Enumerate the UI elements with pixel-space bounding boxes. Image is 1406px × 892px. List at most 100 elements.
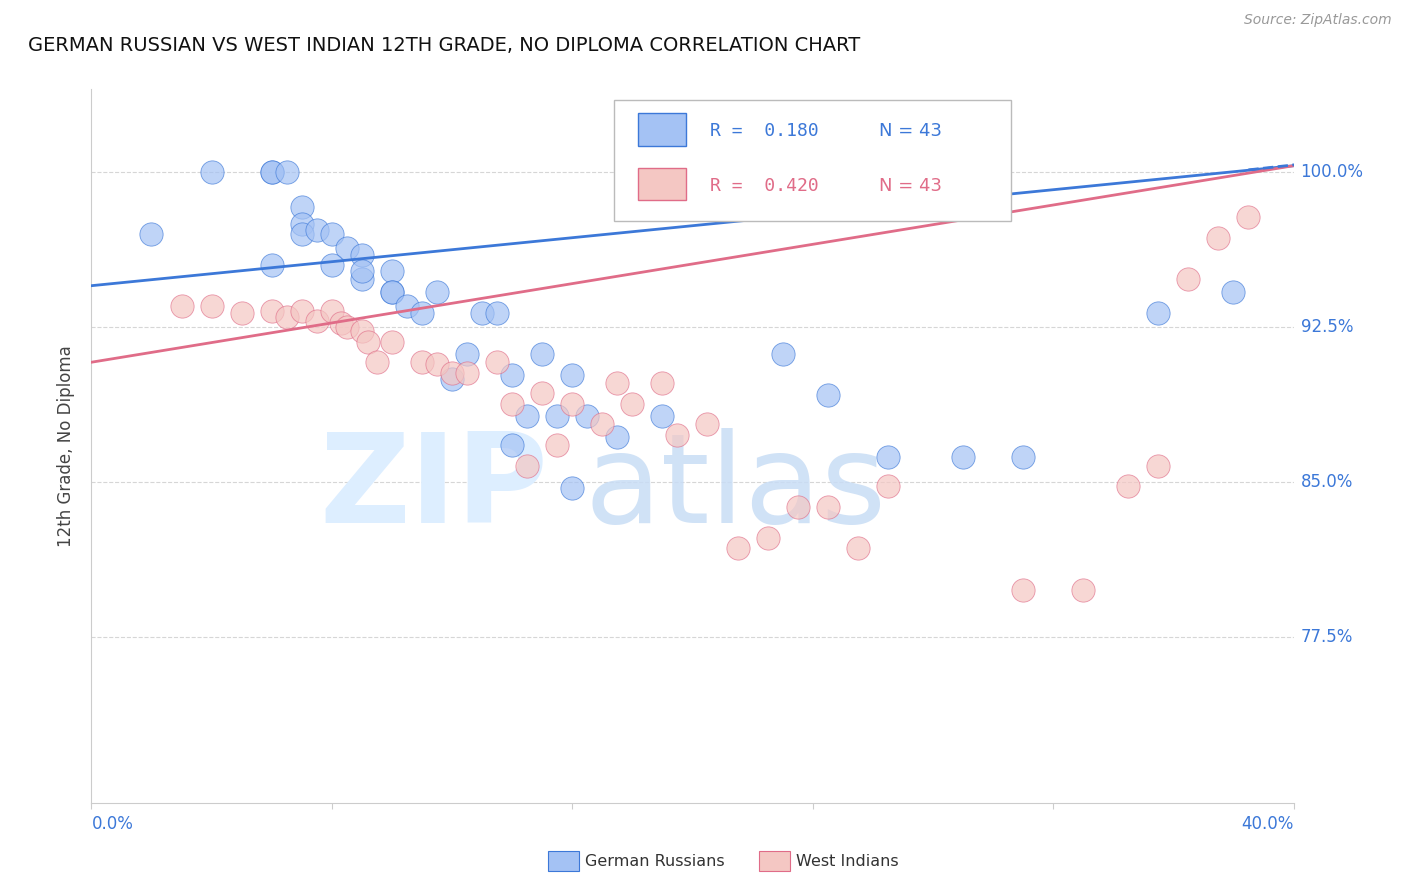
Point [501, 396, 523, 410]
Point [201, 165, 224, 179]
Point [516, 409, 538, 423]
Point [456, 347, 478, 361]
Point [696, 417, 718, 432]
Point [321, 303, 343, 318]
Text: 77.5%: 77.5% [1301, 628, 1353, 647]
Point [1237, 211, 1260, 225]
Point [591, 417, 613, 432]
Point [727, 541, 749, 556]
FancyBboxPatch shape [614, 100, 1011, 221]
Point [817, 388, 839, 402]
Point [305, 314, 328, 328]
Point [440, 366, 463, 380]
Point [1147, 305, 1170, 319]
Point [876, 479, 898, 493]
Text: R =  0.420: R = 0.420 [710, 178, 820, 195]
Point [260, 258, 283, 272]
Point [561, 368, 583, 382]
Point [1012, 450, 1035, 465]
Point [1116, 479, 1139, 493]
Point [260, 165, 283, 179]
Text: GERMAN RUSSIAN VS WEST INDIAN 12TH GRADE, NO DIPLOMA CORRELATION CHART: GERMAN RUSSIAN VS WEST INDIAN 12TH GRADE… [28, 36, 860, 54]
Point [231, 305, 253, 319]
Point [561, 396, 583, 410]
Point [357, 334, 380, 349]
Point [381, 264, 404, 278]
Text: ZIP: ZIP [319, 428, 548, 549]
Text: West Indians: West Indians [796, 855, 898, 869]
Point [576, 409, 599, 423]
Point [651, 409, 673, 423]
Point [486, 355, 509, 369]
Point [366, 355, 388, 369]
Point [846, 541, 869, 556]
Point [291, 217, 314, 231]
Point [471, 305, 494, 319]
Point [381, 285, 404, 299]
Point [486, 305, 509, 319]
Bar [638, 169, 686, 201]
Text: 85.0%: 85.0% [1301, 473, 1353, 491]
Point [1071, 582, 1094, 597]
Text: 92.5%: 92.5% [1301, 318, 1353, 336]
Point [456, 366, 478, 380]
Bar [638, 113, 686, 145]
Text: 40.0%: 40.0% [1241, 815, 1294, 833]
Point [350, 324, 373, 338]
Point [786, 500, 808, 514]
Point [546, 409, 568, 423]
Text: Source: ZipAtlas.com: Source: ZipAtlas.com [1244, 13, 1392, 28]
Point [381, 285, 404, 299]
Point [291, 227, 314, 241]
Point [817, 500, 839, 514]
Point [350, 248, 373, 262]
Point [141, 227, 163, 241]
Point [516, 458, 538, 473]
Text: German Russians: German Russians [585, 855, 724, 869]
Point [411, 305, 433, 319]
Point [426, 357, 449, 371]
Point [561, 482, 583, 496]
Point [336, 320, 359, 334]
Text: N = 43: N = 43 [879, 122, 942, 140]
Point [201, 299, 224, 313]
Point [291, 303, 314, 318]
Point [321, 258, 343, 272]
Point [606, 430, 628, 444]
Point [321, 227, 343, 241]
Point [501, 438, 523, 452]
Point [426, 285, 449, 299]
Point [440, 372, 463, 386]
Point [1177, 272, 1199, 286]
Point [772, 347, 794, 361]
Point [1147, 458, 1170, 473]
Point [260, 303, 283, 318]
Point [501, 368, 523, 382]
Point [876, 450, 898, 465]
Point [531, 347, 554, 361]
Point [1208, 231, 1230, 245]
Point [1012, 582, 1035, 597]
Point [952, 450, 974, 465]
Text: atlas: atlas [585, 428, 886, 549]
Point [381, 334, 404, 349]
Point [531, 386, 554, 401]
Point [621, 396, 644, 410]
Text: 100.0%: 100.0% [1301, 163, 1364, 181]
Point [305, 223, 328, 237]
Point [756, 531, 779, 545]
Point [651, 376, 673, 390]
Point [395, 299, 418, 313]
Point [1222, 285, 1244, 299]
Text: 0.0%: 0.0% [91, 815, 134, 833]
Point [329, 316, 352, 330]
Point [336, 242, 359, 256]
Point [606, 376, 628, 390]
Point [350, 272, 373, 286]
Y-axis label: 12th Grade, No Diploma: 12th Grade, No Diploma [58, 345, 76, 547]
Point [260, 165, 283, 179]
Point [411, 355, 433, 369]
Point [170, 299, 193, 313]
Point [546, 438, 568, 452]
Point [276, 310, 298, 324]
